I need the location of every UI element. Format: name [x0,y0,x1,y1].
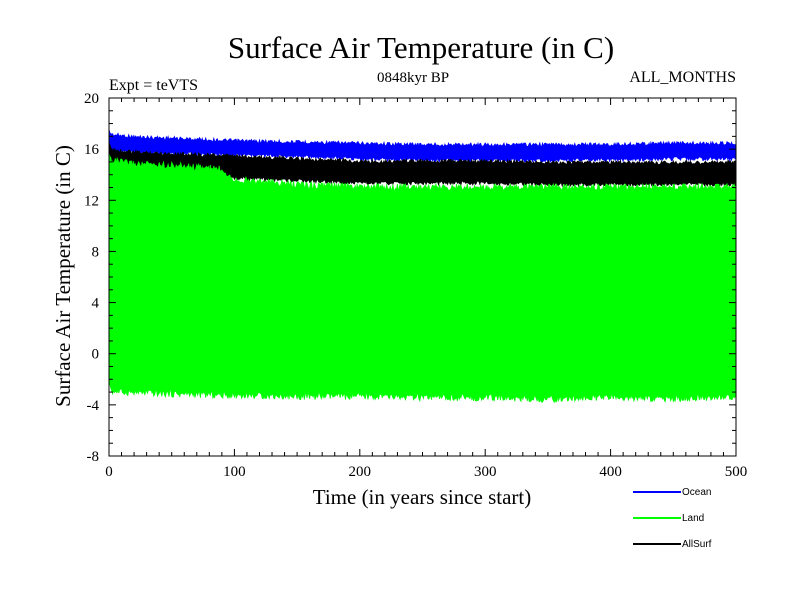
y-axis-label: Surface Air Temperature (in C) [51,145,75,407]
y-tick-label: 12 [84,193,99,209]
y-tick-label: 8 [92,244,100,260]
y-tick-label: 20 [84,91,99,107]
y-tick-label: 16 [84,142,100,158]
months-label: ALL_MONTHS [629,69,736,86]
series-layer [108,129,737,404]
series-band-land [108,153,737,404]
x-tick-label: 500 [725,464,748,480]
x-tick-label: 100 [223,464,246,480]
x-tick-label: 400 [599,464,622,480]
chart-title: Surface Air Temperature (in C) [228,30,614,65]
x-tick-label: 0 [105,464,113,480]
y-tick-label: 4 [92,296,100,312]
y-tick-label: 0 [92,347,100,363]
legend-label-allsurf: AllSurf [682,539,712,550]
legend-label-land: Land [682,513,704,524]
legend-label-ocean: Ocean [682,487,711,498]
legend: Ocean Land AllSurf [633,487,712,550]
x-tick-label: 200 [349,464,372,480]
y-tick-label: -4 [87,398,100,414]
period-label: 0848kyr BP [377,70,449,86]
y-tick-label: -8 [87,449,100,465]
axes-layer: 0 100 200 300 400 500 -8 -4 0 4 8 12 16 20 [84,91,747,480]
x-axis-label: Time (in years since start) [313,485,532,509]
expt-label: Expt = teVTS [109,77,198,94]
x-tick-label: 300 [474,464,497,480]
